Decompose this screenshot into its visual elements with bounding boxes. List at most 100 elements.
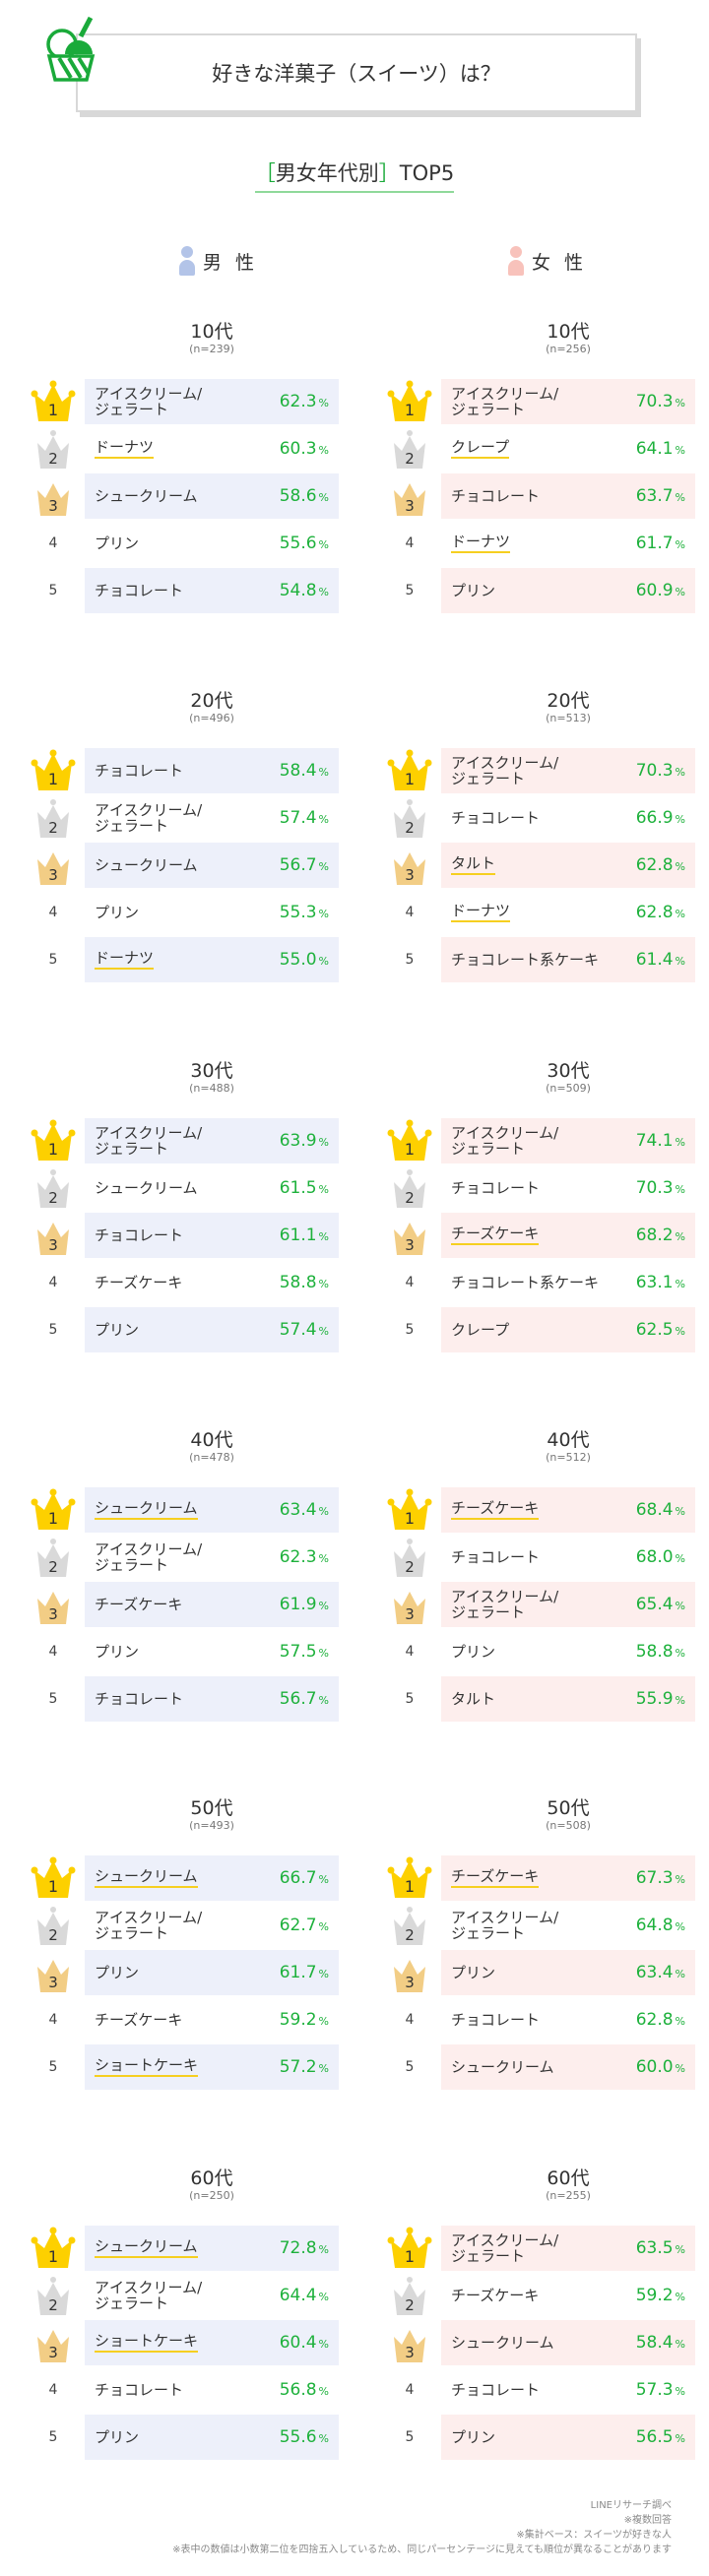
- age-group-label: 60代: [547, 2168, 590, 2189]
- rank-badge: 1: [378, 747, 441, 794]
- rank-number: 1: [404, 770, 416, 788]
- item-name: チョコレート: [451, 808, 541, 827]
- item-percentage: 61.4%: [635, 950, 685, 970]
- item-name: チョコレート: [95, 1225, 184, 1244]
- rank-number: 1: [47, 1509, 59, 1528]
- ranking-item: チョコレート 54.8%: [85, 568, 339, 613]
- rank-number: 2: [405, 2296, 415, 2314]
- rank-badge: 1: [22, 1486, 85, 1534]
- rank-number: 1: [404, 1509, 416, 1528]
- ranking-row: 1 チーズケーキ 67.3%: [378, 1854, 709, 1902]
- ranking-item: アイスクリーム/ ジェラート 57.4%: [85, 795, 339, 841]
- ranking-row: 1 アイスクリーム/ ジェラート 63.9%: [22, 1117, 356, 1164]
- rank-number: 5: [405, 1691, 415, 1707]
- ranking-row: 4 チョコレート 57.3%: [378, 2366, 709, 2414]
- rank-number: 3: [48, 866, 58, 884]
- ranking-item: シュークリーム 56.7%: [85, 843, 339, 888]
- ranking-list: 1 シュークリーム 72.8% 2 アイスクリーム/ ジェラート 64.4% 3…: [22, 2225, 356, 2461]
- rank-badge: 5: [378, 2414, 441, 2461]
- item-name: チーズケーキ: [451, 2286, 540, 2304]
- ranking-item: ドーナツ 60.3%: [85, 426, 339, 471]
- item-name: プリン: [95, 2427, 140, 2446]
- item-name: ドーナツ: [451, 534, 511, 554]
- item-percentage: 60.9%: [635, 581, 685, 600]
- rank-badge: 2: [378, 1902, 441, 1949]
- item-percentage: 67.3%: [635, 1868, 685, 1888]
- ranking-item: クレープ 62.5%: [441, 1307, 695, 1352]
- rank-badge: 3: [22, 1212, 85, 1259]
- gold-crown-icon: 1: [31, 1488, 76, 1532]
- rank-number: 1: [404, 2247, 416, 2266]
- ranking-item: アイスクリーム/ ジェラート 70.3%: [441, 379, 695, 424]
- item-percentage: 59.2%: [279, 2010, 329, 2030]
- item-percentage: 57.5%: [279, 1642, 329, 1662]
- item-name: チョコレート: [451, 486, 541, 505]
- rank-badge: 4: [378, 520, 441, 567]
- age-section: 10代 (n=239) 1 アイスクリーム/ ジェラート 62.3% 2 ドーナツ…: [0, 317, 709, 671]
- item-percentage: 62.3%: [279, 1547, 329, 1567]
- item-percentage: 62.8%: [635, 855, 685, 875]
- female-person-icon: [508, 246, 524, 276]
- rank-number: 2: [405, 450, 415, 468]
- ranking-item: チョコレート 66.9%: [441, 795, 695, 841]
- ranking-list: 1 チーズケーキ 67.3% 2 アイスクリーム/ ジェラート 64.8% 3 …: [378, 1854, 709, 2091]
- ranking-item: チーズケーキ 59.2%: [441, 2273, 695, 2318]
- item-name: アイスクリーム/ ジェラート: [95, 800, 203, 835]
- rank-number: 4: [405, 2382, 415, 2398]
- rank-number: 1: [47, 1877, 59, 1896]
- ranking-row: 5 プリン 57.4%: [22, 1306, 356, 1353]
- ranking-list: 1 チョコレート 58.4% 2 アイスクリーム/ ジェラート 57.4% 3 …: [22, 747, 356, 983]
- item-percentage: 63.4%: [635, 1963, 685, 1982]
- subtitle-suffix: TOP5: [399, 161, 455, 185]
- item-name: プリン: [95, 1320, 140, 1339]
- item-name: シュークリーム: [451, 2333, 554, 2352]
- ranking-item: プリン 56.5%: [441, 2415, 695, 2460]
- rank-number: 2: [405, 819, 415, 837]
- rank-number: 1: [47, 401, 59, 419]
- item-name: アイスクリーム/ ジェラート: [451, 1587, 559, 1621]
- rank-badge: 1: [22, 747, 85, 794]
- rank-badge: 5: [22, 2043, 85, 2091]
- footer-notes: LINEリサーチ調べ ※複数回答 ※集計ベース：スイーツが好きな人 ※表中の数値…: [172, 2498, 672, 2557]
- bronze-crown-icon: 3: [35, 2321, 71, 2364]
- ranking-item: チーズケーキ 68.2%: [441, 1213, 695, 1258]
- ranking-row: 2 アイスクリーム/ ジェラート 64.8%: [378, 1902, 709, 1949]
- rank-number: 5: [48, 2429, 58, 2445]
- item-percentage: 61.5%: [279, 1178, 329, 1198]
- ranking-row: 4 ドーナツ 62.8%: [378, 889, 709, 936]
- ranking-item: プリン 61.7%: [85, 1950, 339, 1995]
- ranking-item: ドーナツ 55.0%: [85, 937, 339, 982]
- rank-badge: 4: [22, 889, 85, 936]
- silver-crown-icon: 2: [392, 1536, 427, 1579]
- rank-number: 1: [404, 1877, 416, 1896]
- ice-cream-icon: [46, 16, 96, 82]
- bronze-crown-icon: 3: [35, 1583, 71, 1626]
- rank-badge: 3: [22, 2319, 85, 2366]
- item-percentage: 65.4%: [635, 1595, 685, 1614]
- sample-size: (n=513): [546, 712, 591, 724]
- item-name: プリン: [95, 1642, 140, 1661]
- rank-number: 3: [405, 2344, 415, 2361]
- item-percentage: 57.3%: [635, 2380, 685, 2400]
- item-percentage: 55.6%: [279, 2427, 329, 2447]
- ranking-item: アイスクリーム/ ジェラート 74.1%: [441, 1118, 695, 1163]
- age-group-label: 20代: [547, 690, 590, 712]
- silver-crown-icon: 2: [35, 796, 71, 840]
- item-percentage: 57.4%: [279, 1320, 329, 1340]
- rank-number: 3: [405, 1605, 415, 1623]
- rank-badge: 2: [378, 425, 441, 472]
- item-name: ドーナツ: [95, 950, 155, 971]
- ranking-item: シュークリーム 63.4%: [85, 1487, 339, 1533]
- item-name: プリン: [95, 903, 140, 921]
- age-group-label: 10代: [190, 321, 233, 343]
- ranking-row: 3 タルト 62.8%: [378, 842, 709, 889]
- bronze-crown-icon: 3: [392, 474, 427, 518]
- rank-number: 2: [405, 1926, 415, 1944]
- rank-badge: 5: [378, 936, 441, 983]
- item-name: ドーナツ: [451, 903, 511, 923]
- item-percentage: 58.6%: [279, 486, 329, 506]
- rank-number: 3: [405, 866, 415, 884]
- rank-number: 4: [48, 2382, 58, 2398]
- rank-number: 5: [48, 2059, 58, 2075]
- ranking-row: 2 シュークリーム 61.5%: [22, 1164, 356, 1212]
